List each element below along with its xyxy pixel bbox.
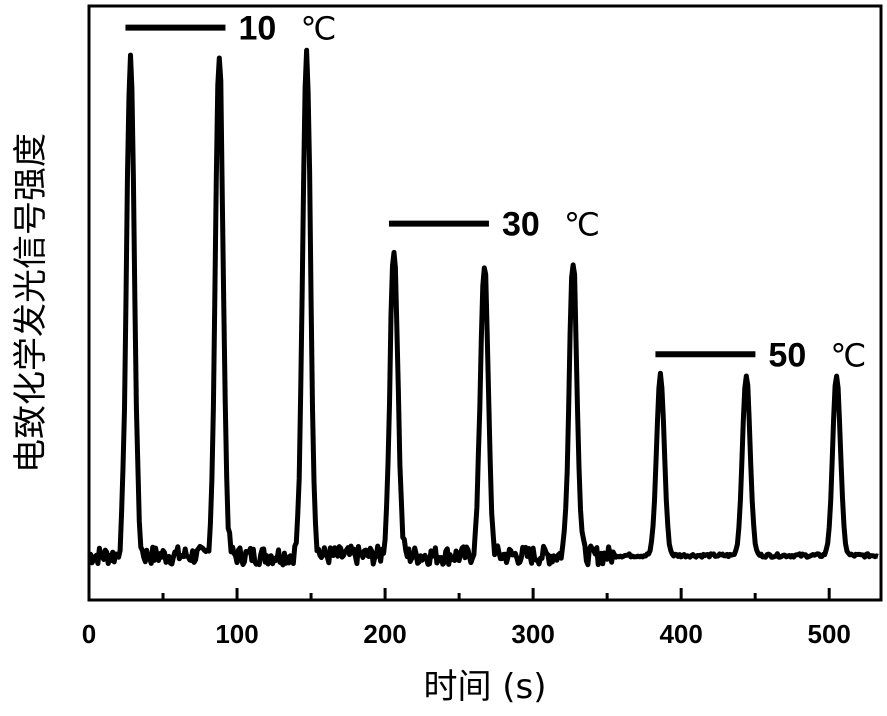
legend-label: 50 xyxy=(768,336,806,374)
y-axis-title: 电致化学发光信号强度 xyxy=(11,133,51,473)
x-tick-label: 500 xyxy=(807,619,850,649)
x-tick-label: 300 xyxy=(511,619,554,649)
x-axis-ticks xyxy=(89,588,829,600)
legend-unit: ℃ xyxy=(564,206,600,244)
x-tick-label: 400 xyxy=(659,619,702,649)
legend-unit: ℃ xyxy=(300,10,336,48)
x-axis-title: 时间 (s) xyxy=(423,667,546,707)
signal-line xyxy=(89,50,878,565)
legend-group: 10 ℃ 30 ℃ 50 ℃ xyxy=(125,10,866,375)
legend-unit: ℃ xyxy=(830,336,866,374)
legend-label: 30 xyxy=(502,206,540,244)
x-tick-label: 100 xyxy=(215,619,258,649)
x-axis-tick-labels: 0 100 200 300 400 500 xyxy=(82,619,851,649)
x-tick-label: 0 xyxy=(82,619,96,649)
x-tick-label: 200 xyxy=(363,619,406,649)
legend-label: 10 xyxy=(238,10,276,48)
